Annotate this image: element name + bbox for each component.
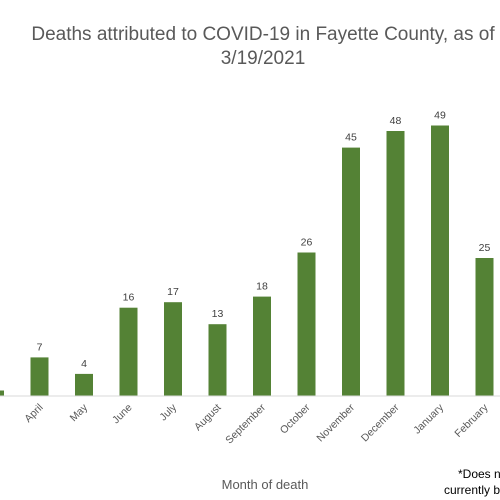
category-label-3: June — [110, 402, 135, 427]
category-label-1: April — [22, 402, 45, 425]
bar-0 — [0, 390, 4, 396]
data-label-6: 18 — [256, 281, 268, 293]
data-label-9: 48 — [390, 115, 402, 127]
data-label-2: 4 — [81, 358, 87, 370]
bar-10 — [431, 125, 449, 396]
bar-1 — [30, 357, 49, 396]
data-label-11: 25 — [479, 242, 491, 254]
category-label-6: September — [223, 401, 268, 446]
category-label-10: January — [411, 401, 446, 436]
x-axis-title: Month of death — [222, 477, 309, 492]
category-label-2: May — [68, 401, 91, 424]
category-label-7: October — [278, 401, 313, 436]
data-label-1: 7 — [37, 341, 43, 353]
bar-11 — [475, 258, 494, 396]
bar-5 — [208, 324, 227, 396]
data-label-3: 16 — [123, 292, 135, 304]
category-label-4: July — [157, 401, 179, 423]
footnote-line-1: *Does not include deaths — [458, 467, 500, 481]
bar-9 — [386, 131, 405, 396]
data-label-10: 49 — [434, 110, 446, 122]
category-label-5: August — [192, 402, 224, 434]
chart-title-line-2: 3/19/2021 — [221, 48, 306, 69]
data-label-4: 17 — [167, 286, 179, 298]
category-label-9: December — [359, 401, 402, 444]
category-label-0: March — [0, 402, 1, 431]
footnote-line-2: currently being investigated — [444, 483, 500, 497]
bar-8 — [342, 147, 360, 396]
bar-3 — [119, 307, 138, 396]
data-label-8: 45 — [345, 132, 357, 144]
bar-2 — [75, 373, 93, 396]
data-label-7: 26 — [301, 237, 313, 249]
data-label-5: 13 — [212, 308, 224, 320]
bar-6 — [253, 296, 271, 396]
chart-title-line-1: Deaths attributed to COVID-19 in Fayette… — [31, 24, 495, 45]
category-label-11: February — [452, 401, 491, 440]
category-label-8: November — [314, 401, 357, 444]
plot-area: 1March7April4May16June17July13August18Se… — [0, 110, 500, 446]
bar-7 — [297, 252, 316, 396]
bar-4 — [164, 302, 182, 396]
